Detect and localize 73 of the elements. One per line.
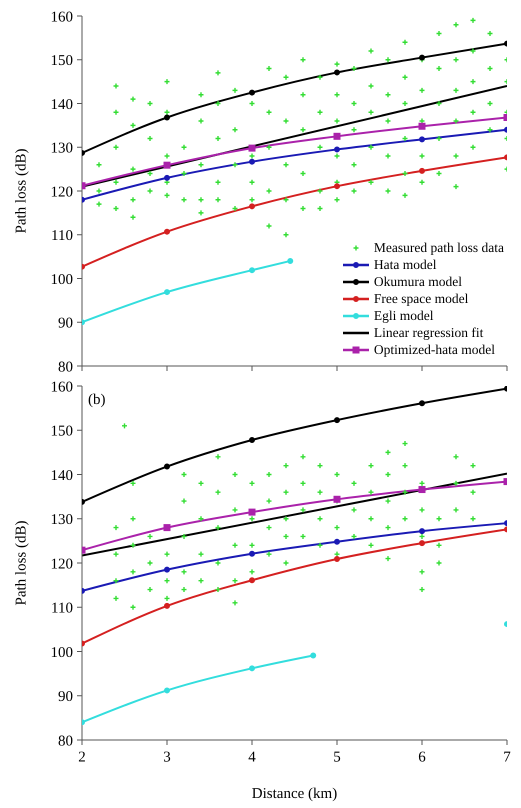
legend-label: Optimized-hata model	[374, 341, 495, 358]
y-axis-title: Path loss (dB)	[13, 520, 30, 606]
point	[334, 183, 340, 190]
y-tick-label: 130	[50, 512, 73, 528]
point	[419, 168, 425, 174]
point	[164, 687, 170, 694]
legend-label: Free space model	[374, 290, 468, 307]
point	[249, 203, 255, 210]
line-series	[82, 520, 507, 594]
point	[419, 400, 425, 406]
point	[419, 528, 425, 534]
y-tick-label: 80	[58, 733, 73, 750]
point	[334, 132, 340, 140]
y-tick-label: 130	[50, 140, 73, 157]
x-tick-label: 3	[163, 750, 171, 766]
point	[164, 174, 170, 181]
y-tick-label: 110	[51, 600, 73, 617]
point	[334, 538, 340, 545]
x-tick-label: 5	[333, 750, 341, 766]
y-tick-label: 110	[51, 228, 73, 244]
point	[334, 69, 340, 76]
point	[248, 508, 256, 516]
x-tick-label: 6	[418, 750, 426, 766]
point	[164, 114, 170, 120]
x-axis-title: Distance (km)	[252, 786, 338, 802]
point	[249, 665, 255, 672]
y-tick-label: 120	[50, 556, 73, 572]
point	[249, 158, 255, 165]
point	[164, 464, 170, 470]
point	[249, 577, 255, 584]
point	[334, 417, 340, 424]
y-tick-label: 160	[50, 9, 73, 26]
point	[249, 90, 255, 96]
legend-label: Egli model	[374, 307, 434, 324]
legend-label: Linear regression fit	[374, 324, 484, 341]
point	[334, 556, 340, 562]
point	[310, 652, 316, 658]
point	[249, 436, 255, 443]
point	[418, 122, 426, 130]
point	[334, 146, 340, 152]
legend-label: Hata model	[374, 256, 437, 273]
annotation: (b)	[88, 392, 106, 409]
point	[248, 144, 256, 152]
point	[164, 602, 170, 609]
legend-label: Okumura model	[374, 273, 462, 290]
point	[418, 486, 426, 494]
point	[164, 289, 170, 296]
x-tick-label: 7	[503, 750, 512, 766]
y-tick-label: 80	[58, 359, 73, 376]
point	[419, 136, 425, 142]
y-tick-label: 90	[58, 316, 73, 332]
x-tick-label: 4	[248, 750, 256, 766]
y-tick-label: 160	[50, 379, 73, 396]
point	[419, 540, 425, 546]
point	[164, 228, 170, 235]
y-tick-label: 90	[58, 689, 73, 706]
point	[164, 524, 170, 532]
point	[164, 162, 170, 169]
point	[164, 566, 170, 573]
legend-label: Measured path loss data	[374, 239, 504, 256]
y-tick-label: 150	[50, 424, 73, 440]
y-axis-title: Path loss (dB)	[13, 148, 30, 234]
y-tick-label: 100	[50, 272, 73, 288]
line-series	[82, 126, 507, 203]
point	[249, 267, 255, 274]
y-tick-label: 100	[50, 644, 73, 661]
x-tick-label: 2	[78, 750, 86, 766]
y-tick-label: 150	[50, 53, 73, 70]
point	[287, 258, 294, 264]
y-tick-label: 120	[50, 184, 73, 200]
y-tick-label: 140	[50, 96, 73, 113]
y-tick-label: 140	[50, 468, 73, 484]
point	[249, 550, 255, 557]
